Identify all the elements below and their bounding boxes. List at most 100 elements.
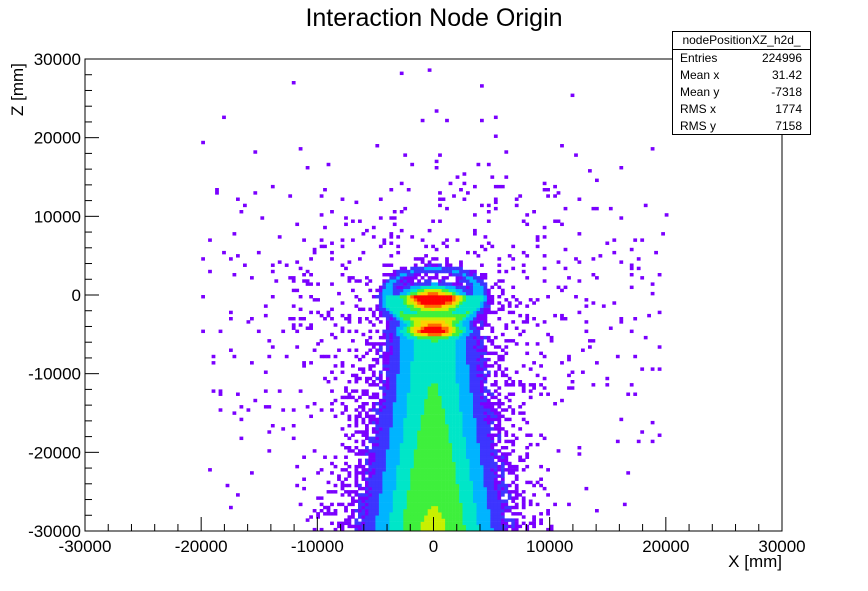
histogram-bin bbox=[483, 335, 488, 340]
histogram-bin bbox=[413, 392, 418, 396]
histogram-bin bbox=[385, 509, 390, 513]
histogram-bin bbox=[473, 417, 477, 422]
histogram-bin bbox=[403, 483, 408, 488]
histogram-bin bbox=[351, 395, 355, 400]
histogram-bin bbox=[399, 480, 404, 485]
histogram-bin bbox=[448, 468, 453, 472]
histogram-bin bbox=[378, 471, 383, 475]
histogram-bin bbox=[455, 313, 460, 318]
histogram-bin bbox=[406, 402, 411, 406]
histogram-bin bbox=[445, 442, 449, 447]
histogram-bin bbox=[424, 398, 428, 403]
histogram-bin bbox=[378, 348, 383, 352]
histogram-bin bbox=[375, 527, 380, 532]
histogram-bin bbox=[396, 269, 401, 274]
histogram-bin bbox=[473, 486, 477, 491]
histogram-bin bbox=[518, 458, 523, 463]
histogram-bin bbox=[469, 357, 474, 362]
histogram-bin bbox=[466, 291, 470, 296]
histogram-bin bbox=[358, 395, 362, 400]
histogram-bin bbox=[480, 285, 484, 290]
histogram-bin bbox=[462, 474, 467, 478]
histogram-bin bbox=[452, 304, 456, 308]
histogram-bin bbox=[438, 439, 442, 444]
histogram-bin bbox=[420, 323, 425, 327]
histogram-bin bbox=[392, 480, 397, 485]
histogram-bin bbox=[469, 477, 474, 481]
histogram-bin bbox=[389, 471, 394, 475]
histogram-bin bbox=[305, 326, 310, 330]
histogram-bin bbox=[438, 405, 442, 409]
histogram-bin bbox=[385, 496, 390, 500]
x-tick-label: -30000 bbox=[59, 537, 112, 556]
histogram-bin bbox=[438, 285, 442, 290]
histogram-bin bbox=[403, 273, 408, 277]
histogram-bin bbox=[323, 512, 327, 516]
histogram-bin bbox=[459, 424, 463, 428]
histogram-bin bbox=[358, 357, 362, 362]
histogram-bin bbox=[424, 373, 428, 378]
histogram-bin bbox=[371, 357, 376, 362]
histogram-bin bbox=[483, 496, 488, 500]
histogram-bin bbox=[392, 427, 397, 431]
histogram-bin bbox=[399, 430, 404, 434]
histogram-bin bbox=[469, 420, 474, 425]
histogram-bin bbox=[410, 496, 415, 500]
histogram-bin bbox=[445, 486, 449, 491]
histogram-bin bbox=[420, 304, 425, 308]
histogram-bin bbox=[417, 490, 421, 494]
histogram-bin bbox=[448, 424, 453, 428]
histogram-bin bbox=[504, 417, 509, 422]
histogram-bin bbox=[455, 370, 460, 374]
histogram-bin bbox=[368, 464, 373, 469]
histogram-bin bbox=[507, 304, 512, 308]
histogram-bin bbox=[452, 269, 456, 274]
histogram-bin bbox=[455, 288, 460, 293]
histogram-bin bbox=[392, 216, 397, 220]
histogram-bin bbox=[365, 228, 369, 233]
histogram-bin bbox=[483, 490, 488, 494]
histogram-bin bbox=[406, 291, 411, 296]
histogram-bin bbox=[410, 480, 415, 485]
histogram-bin bbox=[385, 351, 390, 356]
histogram-bin bbox=[424, 370, 428, 374]
histogram-bin bbox=[448, 464, 453, 469]
histogram-bin bbox=[389, 273, 394, 277]
histogram-bin bbox=[493, 424, 498, 428]
histogram-bin bbox=[504, 458, 509, 463]
histogram-bin bbox=[403, 335, 408, 340]
histogram-bin bbox=[347, 474, 352, 478]
histogram-bin bbox=[399, 361, 404, 365]
histogram-bin bbox=[389, 342, 394, 346]
histogram-bin bbox=[406, 320, 411, 324]
histogram-bin bbox=[493, 477, 498, 481]
histogram-bin bbox=[378, 380, 383, 384]
histogram-bin bbox=[427, 68, 432, 72]
histogram-bin bbox=[518, 313, 523, 318]
histogram-bin bbox=[326, 512, 331, 516]
histogram-bin bbox=[490, 449, 495, 453]
histogram-bin bbox=[514, 370, 519, 374]
histogram-bin bbox=[403, 521, 408, 526]
y-tick-label: 10000 bbox=[34, 207, 81, 226]
histogram-bin bbox=[371, 439, 376, 444]
histogram-bin bbox=[417, 354, 421, 359]
histogram-bin bbox=[466, 499, 470, 503]
histogram-bin bbox=[399, 383, 404, 387]
histogram-bin bbox=[333, 455, 338, 459]
histogram-bin bbox=[406, 279, 411, 283]
histogram-bin bbox=[365, 339, 369, 343]
histogram-bin bbox=[518, 427, 523, 431]
histogram-bin bbox=[459, 524, 463, 529]
histogram-bin bbox=[490, 433, 495, 437]
histogram-bin bbox=[486, 370, 491, 374]
histogram-bin bbox=[455, 442, 460, 447]
histogram-bin bbox=[375, 420, 380, 425]
histogram-bin bbox=[382, 301, 387, 305]
histogram-bin bbox=[480, 515, 484, 519]
histogram-bin bbox=[396, 483, 401, 488]
histogram-bin bbox=[473, 458, 477, 463]
histogram-bin bbox=[469, 496, 474, 500]
histogram-bin bbox=[493, 395, 498, 400]
histogram-bin bbox=[455, 483, 460, 488]
